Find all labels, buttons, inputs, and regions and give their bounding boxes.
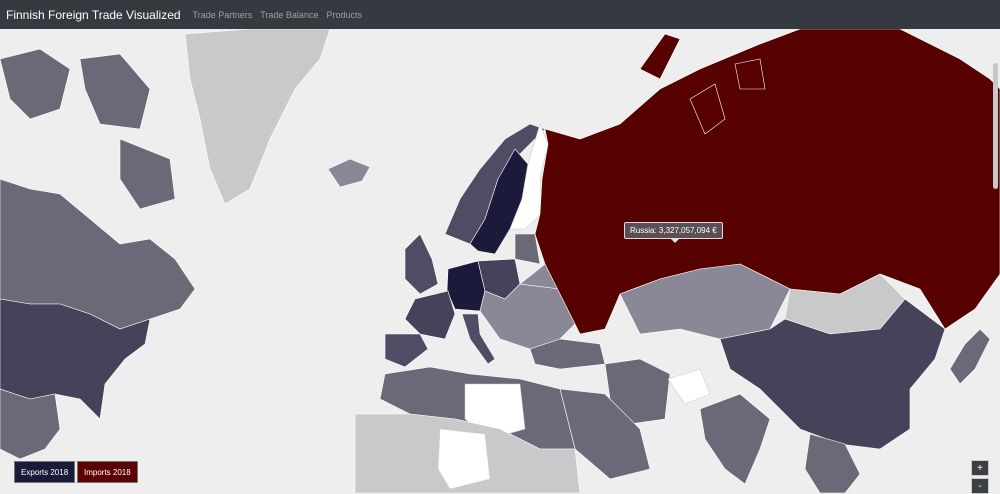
- country-spain[interactable]: [384, 333, 429, 368]
- country-eastern-europe[interactable]: [479, 283, 581, 350]
- vertical-scrollbar[interactable]: [993, 63, 998, 189]
- app-title[interactable]: Finnish Foreign Trade Visualized: [6, 7, 181, 22]
- nav-trade-partners[interactable]: Trade Partners: [192, 9, 253, 20]
- country-greenland[interactable]: [184, 29, 331, 205]
- country-india[interactable]: [699, 393, 771, 485]
- map-svg: [0, 29, 1000, 493]
- nav-trade-balance[interactable]: Trade Balance: [260, 9, 319, 20]
- country-russia-islands[interactable]: [639, 33, 766, 135]
- country-iceland[interactable]: [327, 158, 371, 188]
- country-canada-islands[interactable]: [0, 48, 176, 210]
- country-germany[interactable]: [446, 260, 486, 312]
- country-mexico[interactable]: [0, 388, 61, 460]
- country-france[interactable]: [404, 290, 456, 340]
- country-tooltip: Russia: 3,327,057,094 €: [624, 222, 723, 243]
- country-china[interactable]: [719, 298, 946, 450]
- country-kazakhstan[interactable]: [619, 263, 791, 340]
- country-chad[interactable]: [437, 428, 491, 490]
- exports-2018-button[interactable]: Exports 2018: [14, 461, 76, 483]
- imports-2018-button[interactable]: Imports 2018: [77, 461, 138, 483]
- country-japan[interactable]: [949, 328, 991, 385]
- country-italy[interactable]: [461, 313, 496, 365]
- country-baltics[interactable]: [514, 233, 541, 265]
- zoom-out-button[interactable]: -: [971, 478, 989, 494]
- country-afghanistan[interactable]: [667, 368, 711, 405]
- nav-products[interactable]: Products: [326, 9, 362, 20]
- world-map[interactable]: Russia: 3,327,057,094 €: [0, 29, 1000, 493]
- country-uk[interactable]: [404, 233, 439, 295]
- navbar: Finnish Foreign Trade Visualized Trade P…: [0, 0, 1000, 29]
- zoom-in-button[interactable]: +: [971, 460, 989, 476]
- country-southeast-asia[interactable]: [804, 433, 861, 493]
